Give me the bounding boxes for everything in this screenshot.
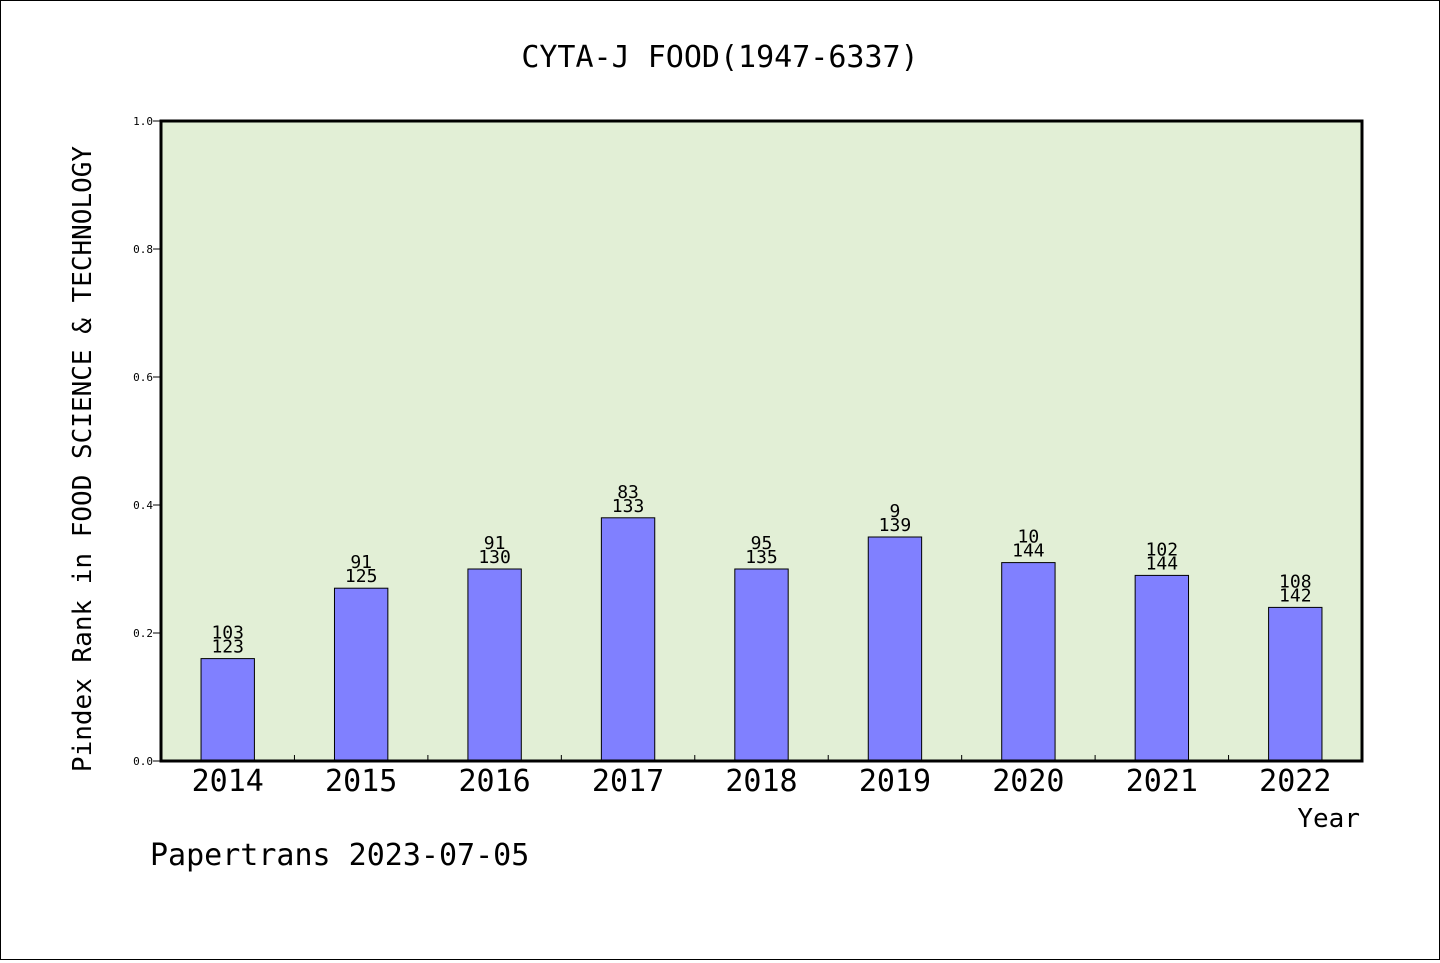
bar-2021 — [1134, 574, 1190, 762]
y-tick-label: 0.2 — [133, 627, 153, 640]
x-tick-label: 2015 — [325, 764, 397, 799]
bar-label-top: 102 — [1146, 539, 1179, 560]
x-tick-label: 2022 — [1259, 764, 1331, 799]
x-tick-label: 2021 — [1126, 764, 1198, 799]
bar-label-top: 91 — [484, 533, 506, 554]
bar-2019 — [867, 536, 923, 762]
bar-label-bottom: 135 — [745, 547, 778, 568]
y-tick-label: 0.4 — [133, 499, 153, 512]
footer-text: Papertrans 2023-07-05 — [150, 838, 529, 873]
bar-label-bottom: 144 — [1012, 541, 1045, 562]
bar-label-bottom: 123 — [211, 637, 244, 658]
bar-2020 — [1001, 562, 1056, 762]
y-tick-label: 0.8 — [133, 243, 153, 256]
bar-2015 — [333, 587, 389, 762]
bar-2014 — [200, 658, 255, 762]
bar-label-bottom: 142 — [1279, 585, 1312, 606]
bar-2018 — [734, 568, 789, 762]
bar-label-bottom: 130 — [478, 547, 511, 568]
x-axis: 2014 2015 2016 2017 2018 2019 2020 2021 2022 — [192, 755, 1331, 799]
bar-label-top: 91 — [350, 552, 372, 573]
x-tick-label: 2019 — [859, 764, 931, 799]
bar-2017 — [600, 517, 656, 762]
chart-title: CYTA-J FOOD(1947-6337) — [521, 40, 918, 75]
y-tick-label: 1.0 — [133, 115, 153, 128]
bar-label-bottom: 144 — [1146, 553, 1179, 574]
bar-label-top: 108 — [1279, 571, 1312, 592]
bar-2016 — [467, 568, 522, 762]
y-tick-label: 0.6 — [133, 371, 153, 384]
plot-border — [159, 119, 1364, 763]
x-tick-label: 2014 — [192, 764, 264, 799]
bar-label-top: 10 — [1018, 527, 1040, 548]
x-tick-label: 2016 — [458, 764, 530, 799]
x-tick-label: 2020 — [992, 764, 1064, 799]
bar-label-bottom: 133 — [612, 496, 645, 517]
bar-label-top: 103 — [211, 623, 244, 644]
y-tick-label: 0.0 — [133, 755, 153, 768]
bars — [200, 517, 1323, 762]
bar-label-top: 95 — [751, 533, 773, 554]
x-axis-label: Year — [1297, 804, 1360, 834]
x-tick-label: 2017 — [592, 764, 664, 799]
y-axis: 0.0 0.2 0.4 0.6 0.8 1.0 — [133, 115, 161, 768]
y-axis-label: Pindex Rank in FOOD SCIENCE & TECHNOLOGY — [68, 146, 98, 772]
x-tick-label: 2018 — [725, 764, 797, 799]
bar-label-bottom: 125 — [345, 566, 378, 587]
bar-2022 — [1268, 606, 1323, 762]
bar-label-bottom: 139 — [879, 515, 912, 536]
bar-label-top: 83 — [617, 482, 639, 503]
bar-label-top: 9 — [890, 501, 901, 522]
